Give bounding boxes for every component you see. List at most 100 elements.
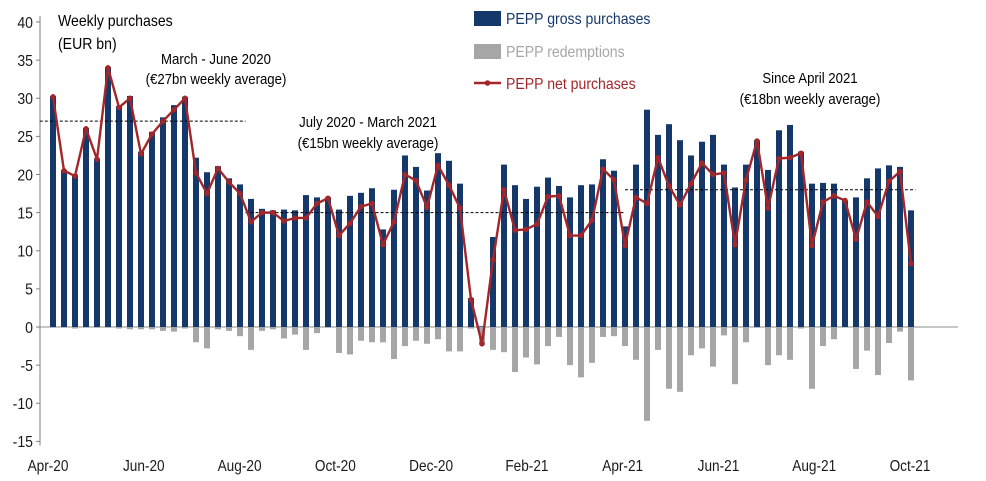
- legend-item-redemptions: PEPP redemptions: [474, 43, 625, 61]
- gross-purchase-bar: [204, 172, 210, 328]
- gross-purchase-bar: [545, 177, 551, 328]
- net-purchases-point: [204, 190, 210, 197]
- gross-purchase-bar: [820, 182, 826, 328]
- net-purchases-point: [413, 177, 419, 184]
- gross-purchase-bar: [490, 237, 496, 328]
- net-purchases-point: [633, 194, 639, 201]
- redemption-bar: [303, 327, 309, 350]
- legend-item-gross-purchases: PEPP gross purchases: [474, 10, 650, 28]
- gross-purchase-bar: [886, 165, 892, 328]
- gross-purchase-bar: [160, 117, 166, 328]
- net-purchases-point: [72, 173, 78, 179]
- redemption-bar: [633, 327, 639, 360]
- y-tick-label: -5: [20, 357, 33, 375]
- net-purchases-point: [732, 241, 738, 248]
- x-tick-label-group: Feb-21: [505, 458, 548, 475]
- redemption-bar: [116, 327, 122, 329]
- net-purchases-point: [237, 190, 243, 197]
- gross-purchase-bar: [61, 169, 67, 328]
- net-purchases-point: [754, 138, 760, 144]
- net-purchases-point: [710, 171, 716, 178]
- net-purchases-point: [787, 155, 793, 161]
- redemption-bar: [94, 327, 100, 328]
- redemption-bar: [710, 327, 716, 367]
- y-tick-label: 30: [17, 90, 33, 108]
- legend-label-redemptions: PEPP redemptions: [506, 43, 625, 61]
- net-purchases-point: [468, 296, 474, 303]
- y-tick-label: 25: [17, 128, 33, 146]
- y-tick-label-group: -15: [13, 433, 33, 451]
- y-tick-label-group: -10: [13, 395, 33, 413]
- legend-swatch-redemptions: [474, 44, 501, 59]
- redemption-bar: [380, 327, 386, 343]
- legend-label-net: PEPP net purchases: [506, 75, 636, 93]
- net-purchases-point: [479, 341, 485, 347]
- net-purchases-point: [435, 162, 441, 169]
- gross-purchase-bar: [215, 166, 221, 328]
- redemption-bar: [369, 327, 375, 343]
- gross-purchase-bar: [534, 186, 540, 328]
- gross-purchase-bar: [380, 229, 386, 328]
- net-purchases-point: [842, 197, 848, 204]
- net-purchases-point: [798, 150, 804, 156]
- y-tick-label-group: 35: [17, 52, 33, 70]
- redemption-bar: [820, 327, 826, 347]
- net-purchases-point: [875, 213, 881, 220]
- net-purchases-point: [457, 205, 463, 211]
- legend-label-group: PEPP gross purchases: [506, 10, 650, 28]
- net-purchases-point: [50, 94, 56, 100]
- gross-purchase-bar: [50, 95, 56, 328]
- y-tick-label-group: 20: [17, 167, 33, 185]
- redemption-bar: [908, 327, 914, 381]
- gross-purchase-bar: [435, 153, 441, 328]
- gross-purchase-bar: [83, 127, 89, 328]
- x-tick-label-group: Aug-20: [218, 458, 262, 475]
- gross-purchase-bar: [655, 134, 661, 328]
- net-purchases-point: [655, 155, 661, 161]
- redemption-bar: [83, 327, 89, 328]
- net-purchases-point: [776, 155, 782, 162]
- redemption-bar: [589, 327, 595, 363]
- y-tick-label: 5: [25, 281, 33, 299]
- y-tick-label: 40: [17, 14, 33, 32]
- redemption-bar: [743, 327, 749, 343]
- x-tick-label: Apr-21: [602, 458, 643, 475]
- redemption-bar: [358, 327, 364, 341]
- gross-purchase-bar: [644, 109, 650, 328]
- net-purchases-point: [127, 95, 133, 101]
- net-purchases-point: [556, 193, 562, 199]
- redemption-bar: [435, 327, 441, 340]
- net-purchases-point: [193, 170, 199, 176]
- x-tick-label: Apr-20: [28, 458, 69, 475]
- redemption-bar: [853, 327, 859, 369]
- legend-swatch-gross: [474, 11, 501, 26]
- redemption-bar: [457, 327, 463, 352]
- legend-item-net-purchases: PEPP net purchases: [474, 75, 636, 93]
- annotation-line1: Since April 2021: [762, 69, 857, 86]
- redemption-bar: [61, 327, 67, 328]
- redemption-bar: [446, 327, 452, 352]
- redemption-bar: [325, 327, 331, 328]
- gross-purchase-bar: [72, 174, 78, 328]
- net-purchases-series: [50, 65, 914, 347]
- net-purchases-point: [765, 205, 771, 211]
- gross-purchase-bar: [754, 140, 760, 328]
- redemption-bar: [699, 327, 705, 349]
- y-tick-label-group: -5: [20, 357, 33, 375]
- gross-purchase-bar: [743, 164, 749, 328]
- net-purchases-point: [314, 200, 320, 207]
- gross-purchase-bar: [578, 185, 584, 328]
- redemption-bar: [886, 327, 892, 344]
- gross-purchase-bar: [358, 192, 364, 328]
- redemption-bar: [578, 327, 584, 378]
- gross-purchase-bar: [116, 105, 122, 328]
- x-tick-label: Jun-20: [123, 458, 165, 475]
- redemption-bar: [204, 327, 210, 349]
- annotation-line1: July 2020 - March 2021: [299, 113, 437, 130]
- x-tick-label: Oct-21: [890, 458, 931, 475]
- redemption-bar: [776, 327, 782, 356]
- redemption-bar: [193, 327, 199, 343]
- annotation-line2: (€18bn weekly average): [740, 90, 881, 107]
- net-purchases-point: [171, 106, 177, 113]
- y-tick-label: 0: [25, 319, 33, 337]
